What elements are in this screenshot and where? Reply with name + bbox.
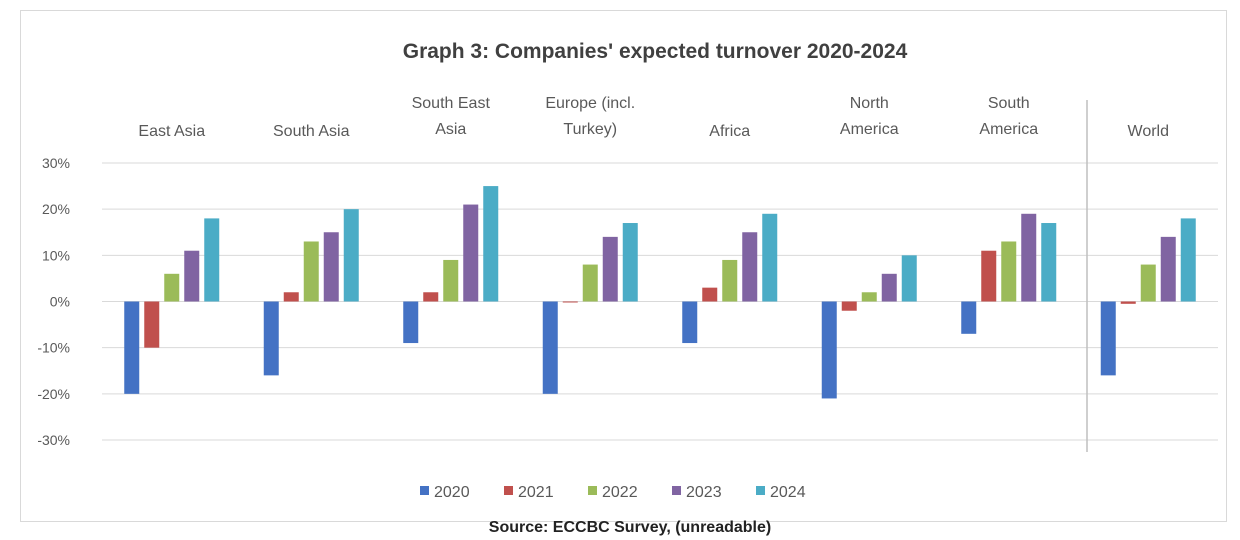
legend-label: 2024 <box>770 484 806 501</box>
bar-2020 <box>821 301 837 399</box>
bar-2022 <box>443 259 459 302</box>
legend-swatch <box>756 486 765 495</box>
bar-2023 <box>742 232 758 302</box>
legend-label: 2020 <box>434 484 470 501</box>
bar-2023 <box>184 250 200 302</box>
bar-2020 <box>124 301 140 394</box>
legend-swatch <box>504 486 513 495</box>
bar-2023 <box>602 236 618 302</box>
category-label: South East Asia <box>412 95 491 138</box>
bar-2021 <box>981 250 997 302</box>
category-label: World <box>1128 123 1170 140</box>
bar-2024 <box>204 218 220 302</box>
y-tick-label: 0% <box>50 294 70 310</box>
legend: 2020 2021 2022 2023 2024 <box>420 484 806 501</box>
category-label: Europe (incl. Turkey) <box>545 95 635 138</box>
bar-2024 <box>762 213 778 302</box>
legend-label: 2022 <box>602 484 638 501</box>
grid-lines <box>102 162 1218 441</box>
category-label: East Asia <box>138 123 205 140</box>
category-label: Africa <box>709 123 750 140</box>
category-label: North America <box>840 95 899 138</box>
bar-2022 <box>303 241 319 302</box>
y-tick-label: 30% <box>42 155 70 171</box>
bar-2024 <box>1041 223 1057 302</box>
bar-2022 <box>164 273 180 302</box>
bar-2020 <box>682 301 698 344</box>
bar-2020 <box>542 301 558 394</box>
y-tick-label: 20% <box>42 201 70 217</box>
source-note: Source: ECCBC Survey, (unreadable) <box>489 519 771 536</box>
bar-2021 <box>283 292 299 302</box>
bar-2023 <box>1160 236 1176 302</box>
bar-2024 <box>343 209 359 302</box>
y-tick-label: 10% <box>42 247 70 263</box>
category-labels: East Asia South Asia South East Asia Europe … <box>138 95 1169 140</box>
y-tick-label: -20% <box>37 386 70 402</box>
legend-swatch <box>588 486 597 495</box>
bar-2020 <box>961 301 977 334</box>
bar-2023 <box>323 232 339 302</box>
legend-swatch <box>420 486 429 495</box>
bar-2023 <box>1021 213 1037 302</box>
bar-2021 <box>423 292 439 302</box>
y-tick-label: -10% <box>37 340 70 356</box>
bar-2021 <box>841 301 857 311</box>
bar-2022 <box>1001 241 1017 302</box>
bar-2020 <box>403 301 419 344</box>
bar-2021 <box>1120 301 1136 304</box>
bar-2021 <box>702 287 718 302</box>
legend-label: 2023 <box>686 484 722 501</box>
bar-2024 <box>1180 218 1196 302</box>
bar-2022 <box>861 292 877 302</box>
chart-title: Graph 3: Companies' expected turnover 20… <box>403 40 908 63</box>
category-label: South America <box>979 95 1038 138</box>
bar-2023 <box>881 273 897 302</box>
legend-label: 2021 <box>518 484 554 501</box>
y-axis: 30% 20% 10% 0% -10% -20% -30% <box>37 155 70 448</box>
bar-2021 <box>144 301 160 348</box>
bar-2024 <box>622 223 638 302</box>
category-label: South Asia <box>273 123 350 140</box>
bar-2020 <box>263 301 279 376</box>
bar-2022 <box>722 259 738 302</box>
legend-swatch <box>672 486 681 495</box>
bar-2024 <box>483 186 499 302</box>
bars <box>124 186 1196 399</box>
bar-2020 <box>1100 301 1116 376</box>
y-tick-label: -30% <box>37 432 70 448</box>
bar-2024 <box>901 255 917 302</box>
bar-2023 <box>463 204 479 302</box>
bar-2021 <box>562 301 578 303</box>
bar-2022 <box>1140 264 1156 302</box>
bar-2022 <box>582 264 598 302</box>
